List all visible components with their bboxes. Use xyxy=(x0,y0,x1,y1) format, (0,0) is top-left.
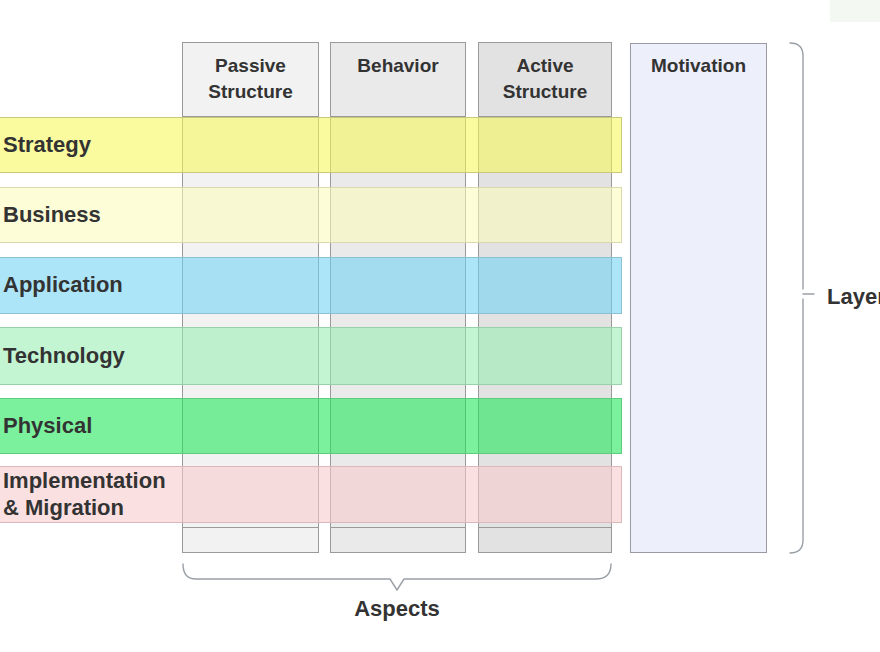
column-header-label: Behavior xyxy=(357,53,438,79)
column-footer xyxy=(331,527,465,552)
motivation-box: Motivation xyxy=(630,43,767,553)
layer-row-implementation-migration: Implementation & Migration xyxy=(0,466,622,523)
layer-label: Implementation & Migration xyxy=(3,468,175,522)
layer-row-physical: Physical xyxy=(0,398,622,454)
layer-label: Business xyxy=(3,202,175,229)
layer-label: Strategy xyxy=(3,132,175,159)
column-footer xyxy=(479,527,611,552)
layer-label: Technology xyxy=(3,343,175,370)
layer-row-application: Application xyxy=(0,257,622,314)
cropped-element-fragment xyxy=(830,0,880,22)
layer-row-strategy: Strategy xyxy=(0,117,622,173)
motivation-label: Motivation xyxy=(651,55,746,76)
column-header-active-structure: Active Structure xyxy=(479,43,611,117)
aspects-label: Aspects xyxy=(182,596,612,622)
layer-row-technology: Technology xyxy=(0,327,622,385)
archimate-framework-diagram: Passive Structure Behavior Active Struct… xyxy=(0,0,880,652)
layer-label: Physical xyxy=(3,413,175,440)
column-footer xyxy=(183,527,318,552)
layer-label: Application xyxy=(3,272,175,299)
column-header-behavior: Behavior xyxy=(331,43,465,117)
layers-label: Layers xyxy=(827,284,880,310)
aspects-brace xyxy=(175,558,625,598)
column-header-label: Passive Structure xyxy=(183,53,318,104)
column-header-passive-structure: Passive Structure xyxy=(183,43,318,117)
column-header-label: Active Structure xyxy=(479,53,611,104)
layer-row-business: Business xyxy=(0,187,622,243)
